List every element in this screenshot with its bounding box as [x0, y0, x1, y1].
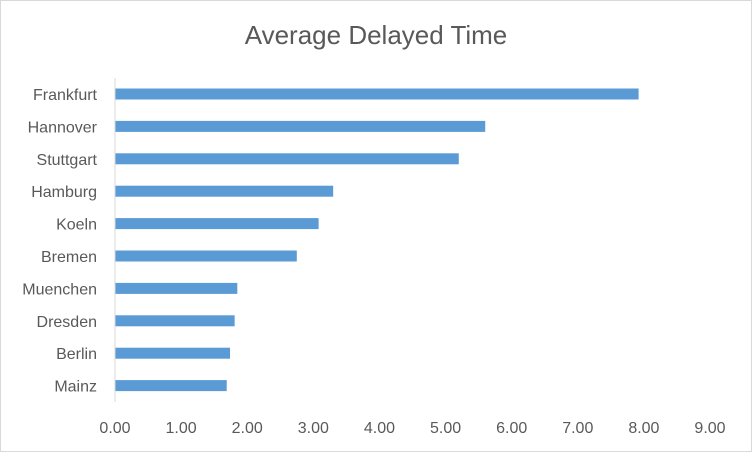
- category-label-berlin: Berlin: [56, 346, 97, 363]
- category-label-hamburg: Hamburg: [31, 184, 97, 201]
- bar-koeln: [115, 218, 319, 230]
- category-label-koeln: Koeln: [56, 217, 97, 234]
- category-label-hannover: Hannover: [28, 119, 98, 136]
- x-tick-label: 0.00: [99, 420, 130, 437]
- x-tick-label: 6.00: [496, 420, 527, 437]
- bar-hannover: [115, 120, 486, 132]
- bar-bremen: [115, 250, 297, 262]
- x-tick-label: 7.00: [562, 420, 593, 437]
- category-label-muenchen: Muenchen: [22, 281, 97, 298]
- x-tick-label: 1.00: [166, 420, 197, 437]
- x-tick-label: 5.00: [430, 420, 461, 437]
- category-labels: Frankfurt Hannover Stuttgart Hamburg Koeln Br…: [22, 87, 97, 396]
- chart-title: Average Delayed Time: [244, 20, 508, 50]
- bar-dresden: [115, 315, 235, 327]
- bar-muenchen: [115, 282, 238, 294]
- x-tick-label: 2.00: [232, 420, 263, 437]
- bar-hamburg: [115, 185, 334, 197]
- x-tick-labels: 0.00 1.00 2.00 3.00 4.00 5.00 6.00 7.00 8.00 9.00: [99, 420, 725, 437]
- bar-frankfurt: [115, 88, 639, 100]
- x-tick-label: 8.00: [628, 420, 659, 437]
- bar-stuttgart: [115, 153, 459, 165]
- x-tick-label: 9.00: [694, 420, 725, 437]
- bar-mainz: [115, 380, 227, 392]
- category-label-dresden: Dresden: [37, 314, 97, 331]
- x-tick-label: 4.00: [364, 420, 395, 437]
- category-label-stuttgart: Stuttgart: [37, 152, 98, 169]
- x-tick-label: 3.00: [298, 420, 329, 437]
- bar-berlin: [115, 347, 231, 359]
- bars-group: [115, 88, 639, 392]
- category-label-bremen: Bremen: [41, 249, 97, 266]
- category-label-mainz: Mainz: [54, 379, 97, 396]
- category-label-frankfurt: Frankfurt: [33, 87, 98, 104]
